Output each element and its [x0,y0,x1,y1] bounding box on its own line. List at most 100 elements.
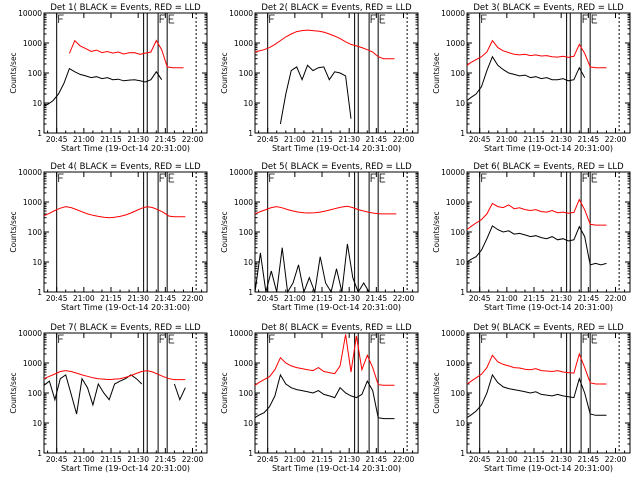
x-axis-label: Start Time (19-Oct-14 20:31:00) [484,303,613,312]
panel-title: Det 5( BLACK = Events, RED = LLD [261,162,412,172]
x-tick-label: 22:00 [393,135,415,144]
plot-frame [254,171,419,293]
x-tick-label: 21:45 [578,455,600,464]
flag-marker [379,14,386,24]
panel-title: Det 1( BLACK = Events, RED = LLD [50,3,201,13]
y-axis-label: Counts/sec [220,211,229,252]
y-tick-label: 10000 [18,168,42,177]
lld-series-line [43,206,186,219]
x-tick-label: 21:15 [100,294,122,303]
events-series-line [254,373,395,420]
lld-series-line [466,39,607,69]
x-tick-label: 20:45 [469,135,491,144]
x-tick-label: 21:00 [73,455,95,464]
x-tick-label: 21:30 [550,294,572,303]
detector-panel: Det 3( BLACK = Events, RED = LLD 1 10 100 10… [432,3,631,153]
events-series-line [466,225,607,266]
flag-marker [481,173,487,182]
x-tick-label: 21:15 [311,294,333,303]
panel-title: Det 7( BLACK = Events, RED = LLD [50,323,201,333]
y-tick-label: 10000 [18,9,42,18]
flag-marker [582,334,589,343]
x-axis-label: Start Time (19-Oct-14 20:31:00) [272,303,401,312]
x-tick-label: 20:45 [469,294,491,303]
lld-series-line [254,29,395,60]
panel-title: Det 2( BLACK = Events, RED = LLD [261,3,412,13]
lld-series-line [254,334,395,386]
x-tick-label: 21:45 [366,135,388,144]
x-tick-label: 21:15 [100,135,122,144]
x-tick-label: 20:45 [46,294,68,303]
x-axis-label: Start Time (19-Oct-14 20:31:00) [484,464,613,473]
x-tick-label: 20:45 [469,455,491,464]
flag-marker [168,14,175,24]
y-tick-label: 10 [455,99,465,108]
plot-frame [254,332,419,454]
x-tick-label: 21:00 [496,294,518,303]
events-series-line [466,373,607,419]
flag-marker [168,334,175,344]
flag-marker [58,334,64,343]
x-tick-label: 20:45 [257,135,279,144]
detector-panel: Det 6( BLACK = Events, RED = LLD 1 10 100 10… [432,162,631,312]
y-tick-label: 10000 [229,168,253,177]
events-series-line [43,67,163,107]
y-axis-label: Counts/sec [9,372,18,413]
y-tick-label: 10000 [441,9,465,18]
y-axis-label: Counts/sec [432,52,441,93]
x-axis-label: Start Time (19-Oct-14 20:31:00) [61,464,190,473]
x-axis-label: Start Time (19-Oct-14 20:31:00) [484,144,613,153]
y-tick-label: 1000 [446,198,465,207]
flag-marker [168,173,175,183]
y-tick-label: 10000 [441,168,465,177]
x-tick-label: 22:00 [182,455,204,464]
y-tick-label: 1 [37,288,42,297]
y-tick-label: 1 [248,129,253,138]
x-tick-label: 22:00 [605,455,627,464]
flag-marker [582,173,589,182]
y-tick-label: 100 [451,389,466,398]
panel-title: Det 4( BLACK = Events, RED = LLD [50,162,201,172]
y-axis-label: Counts/sec [432,211,441,252]
x-tick-label: 21:45 [155,135,177,144]
lld-series-line [466,352,607,385]
y-tick-label: 100 [28,228,43,237]
y-tick-label: 1 [460,288,465,297]
y-axis-label: Counts/sec [9,211,18,252]
x-axis-label: Start Time (19-Oct-14 20:31:00) [272,144,401,153]
y-tick-label: 100 [28,69,43,78]
y-tick-label: 100 [239,69,254,78]
flag-marker [481,14,487,23]
x-tick-label: 20:45 [257,294,279,303]
x-tick-label: 21:30 [550,135,572,144]
y-tick-label: 1 [248,288,253,297]
panel-title: Det 6( BLACK = Events, RED = LLD [473,162,624,172]
detector-panel: Det 2( BLACK = Events, RED = LLD 1 10 100 10… [220,3,419,153]
flag-marker [370,14,377,23]
y-tick-label: 1 [37,449,42,458]
flag-marker [159,173,166,182]
x-tick-label: 21:45 [155,455,177,464]
y-tick-label: 1000 [234,39,253,48]
x-axis-label: Start Time (19-Oct-14 20:31:00) [272,464,401,473]
y-tick-label: 10 [243,258,253,267]
panel-title: Det 9( BLACK = Events, RED = LLD [473,323,624,333]
flag-marker [379,173,386,183]
x-tick-label: 21:45 [366,294,388,303]
x-tick-label: 21:15 [523,294,545,303]
x-tick-label: 21:15 [523,455,545,464]
detector-panel: Det 4( BLACK = Events, RED = LLD 1 10 100 10… [9,162,208,312]
flag-marker [370,334,377,343]
flag-marker [591,334,598,344]
flag-marker [591,14,598,24]
flag-marker [370,173,377,182]
y-tick-label: 10 [32,258,42,267]
y-tick-label: 10 [455,419,465,428]
flag-marker [58,173,64,182]
y-tick-label: 10000 [441,329,465,338]
y-tick-label: 10000 [18,329,42,338]
y-tick-label: 10 [243,419,253,428]
y-tick-label: 1000 [234,359,253,368]
x-tick-label: 22:00 [182,135,204,144]
y-axis-label: Counts/sec [220,52,229,93]
